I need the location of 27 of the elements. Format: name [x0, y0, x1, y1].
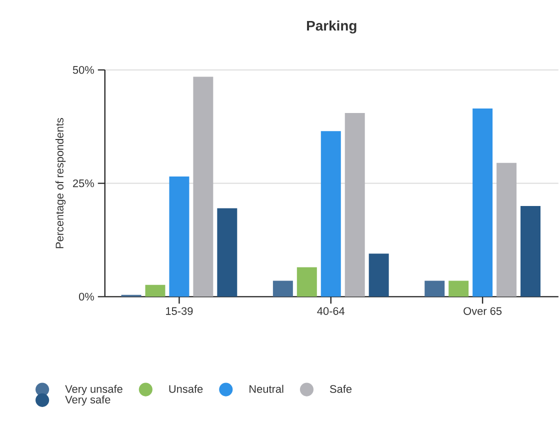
bar [344, 113, 365, 297]
bar [169, 176, 190, 297]
y-tick-label: 25% [73, 180, 94, 188]
legend-label: Safe [330, 385, 352, 394]
bar [448, 281, 469, 297]
bar [472, 108, 493, 297]
bar [217, 208, 238, 297]
bar [424, 281, 445, 297]
y-tick-label: 50% [72, 66, 94, 74]
chart-title: Parking [307, 20, 356, 34]
bar [320, 131, 341, 297]
bar [193, 76, 214, 297]
bar [272, 281, 293, 297]
legend-label: Unsafe [169, 385, 203, 394]
legend-label: Very safe [65, 396, 110, 406]
x-tick-label: 40-64 [317, 307, 345, 316]
legend-label: Neutral [250, 385, 284, 394]
y-axis-title: Percentage of respondents [55, 118, 66, 248]
bar [496, 163, 517, 297]
x-tick-label: 15-39 [166, 307, 193, 316]
bar [368, 254, 389, 297]
y-tick-label: 0% [78, 293, 94, 301]
x-tick-label: Over 65 [464, 307, 502, 316]
bar [145, 285, 166, 297]
bar [520, 206, 540, 297]
legend-label: Very unsafe [65, 385, 122, 396]
bar [296, 267, 317, 297]
